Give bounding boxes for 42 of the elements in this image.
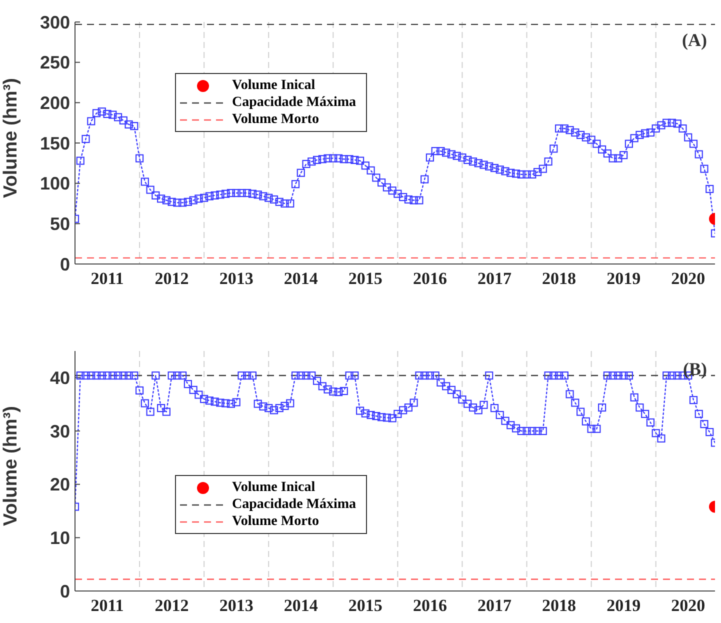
legend-label: Volume Morto [232,111,319,128]
x-tick-label: 2015 [348,269,382,288]
x-tick-label: 2013 [219,596,254,616]
x-tick-label: 2018 [542,269,576,288]
legend-label: Volume Inical [232,479,316,496]
x-tick-label: 2020 [671,269,706,288]
y-tick-label: 250 [40,52,70,73]
x-tick-label: 2015 [348,596,382,616]
x-tick-label: 2016 [412,269,447,288]
y-tick-label: 50 [50,214,70,234]
x-tick-label: 2020 [671,596,706,616]
y-tick-label: 300 [40,12,70,32]
y-tick-label: 30 [50,421,70,442]
legend-label: Volume Inical [232,77,316,94]
x-tick-label: 2012 [154,596,189,616]
x-tick-label: 2011 [90,596,124,616]
x-tick-label: 2019 [606,596,641,616]
y-axis-title: Volume (hm³) [0,78,22,198]
legend-label: Capacidade Máxima [232,94,356,111]
annotation: (B) [683,359,707,380]
y-axis-title: Volume (hm³) [0,406,22,526]
annotation: (A) [682,30,707,51]
y-tick-label: 100 [40,174,70,194]
x-tick-label: 2019 [606,269,641,288]
y-tick-label: 150 [40,133,70,154]
y-tick-label: 20 [50,474,70,495]
x-tick-label: 2011 [90,269,124,288]
y-tick-label: 0 [60,581,70,602]
legend-label: Volume Morto [232,513,319,530]
y-tick-label: 200 [40,93,70,114]
x-tick-label: 2012 [154,269,189,288]
y-tick-label: 10 [50,528,70,548]
y-tick-label: 0 [60,254,70,274]
x-tick-label: 2018 [542,596,576,616]
x-tick-label: 2014 [284,596,318,616]
x-tick-label: 2017 [477,596,512,616]
x-tick-label: 2017 [477,269,512,288]
x-tick-label: 2013 [219,269,254,288]
legend-label: Capacidade Máxima [232,496,356,513]
x-tick-label: 2014 [284,269,318,288]
y-tick-label: 40 [50,368,70,388]
x-tick-label: 2016 [412,596,447,616]
